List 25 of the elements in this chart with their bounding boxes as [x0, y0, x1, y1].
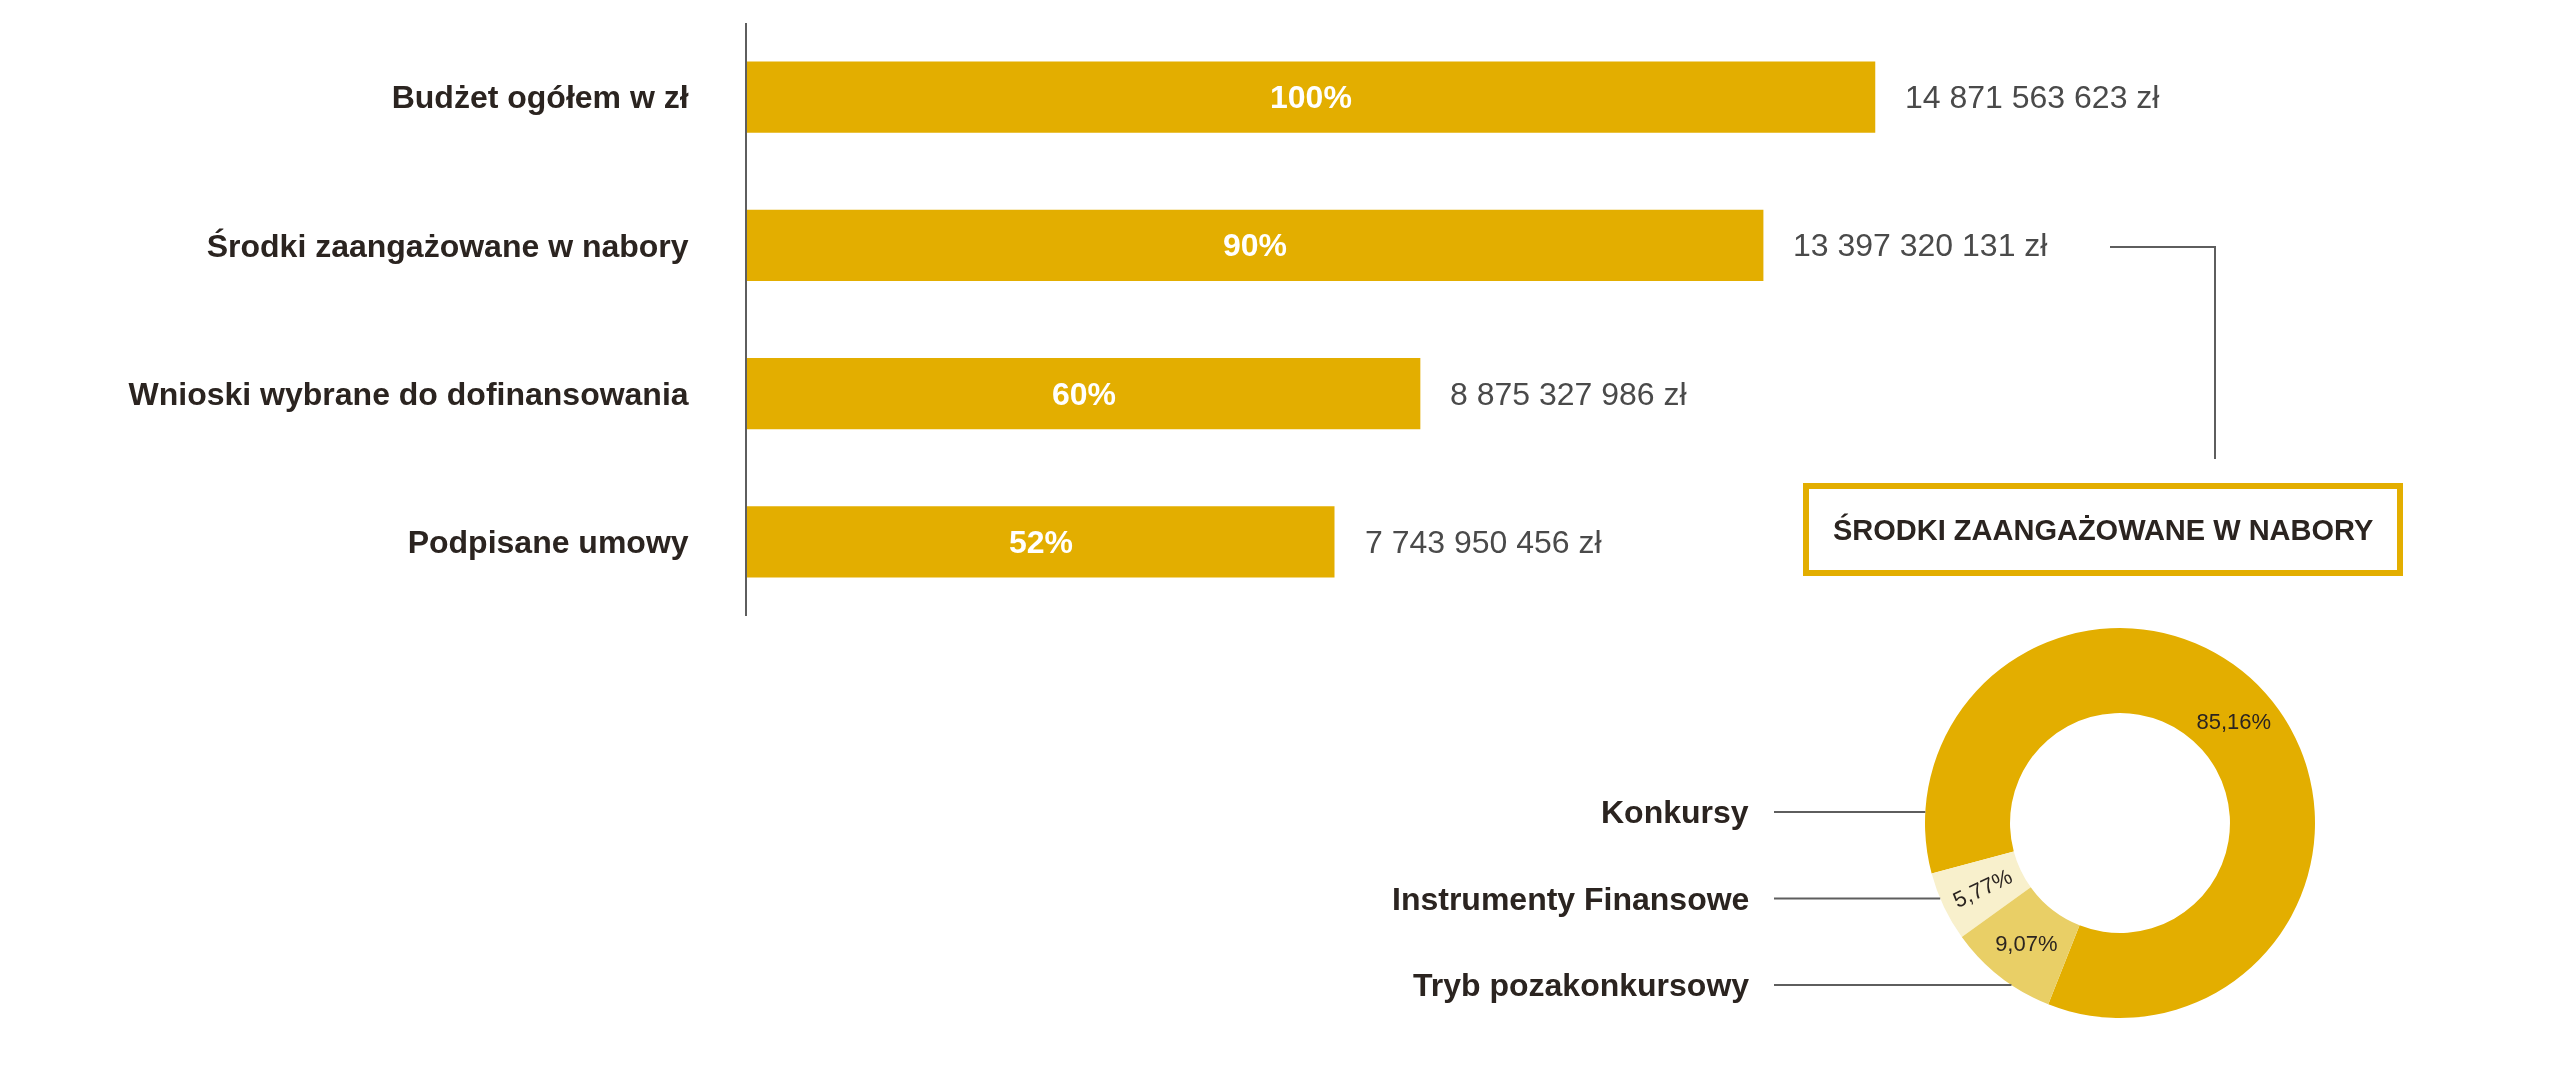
- data-label: 85,16%: [2196, 709, 2272, 735]
- bar: [747, 209, 1764, 281]
- slice-label: Tryb pozakonkursowy: [1413, 967, 1750, 1003]
- data-label: 5,77%: [1949, 863, 2017, 913]
- bar: [747, 506, 1335, 578]
- y-tick-label: Środki zaangażowane w nabory: [206, 227, 689, 264]
- chart-title: ŚRODKI ZAANGAŻOWANE W NABORY: [1833, 513, 2374, 546]
- y-tick-label: Budżet ogółem w zł: [391, 79, 689, 116]
- bar: [747, 358, 1421, 430]
- y-tick-label: Wnioski wybrane do dofinansowania: [128, 375, 689, 412]
- data-label: 9,07%: [1995, 930, 2058, 956]
- slice-label: Instrumenty Finansowe: [1392, 881, 1750, 917]
- annotation: 100%: [1270, 79, 1352, 115]
- slice-label: Konkursy: [1601, 794, 1749, 830]
- y-tick-label: Podpisane umowy: [407, 524, 689, 561]
- data-label: 14 871 563 623 zł: [1905, 79, 2160, 115]
- data-label: 13 397 320 131 zł: [1793, 227, 2048, 263]
- donut-slice: [1925, 628, 2315, 1018]
- data-label: 8 875 327 986 zł: [1450, 376, 1687, 412]
- data-label: 7 743 950 456 zł: [1365, 524, 1602, 560]
- annotation: 60%: [1052, 376, 1117, 412]
- donut-slice: [1931, 851, 2031, 937]
- bar: [747, 61, 1876, 133]
- annotation: 52%: [1009, 524, 1074, 560]
- annotation: 90%: [1223, 227, 1288, 263]
